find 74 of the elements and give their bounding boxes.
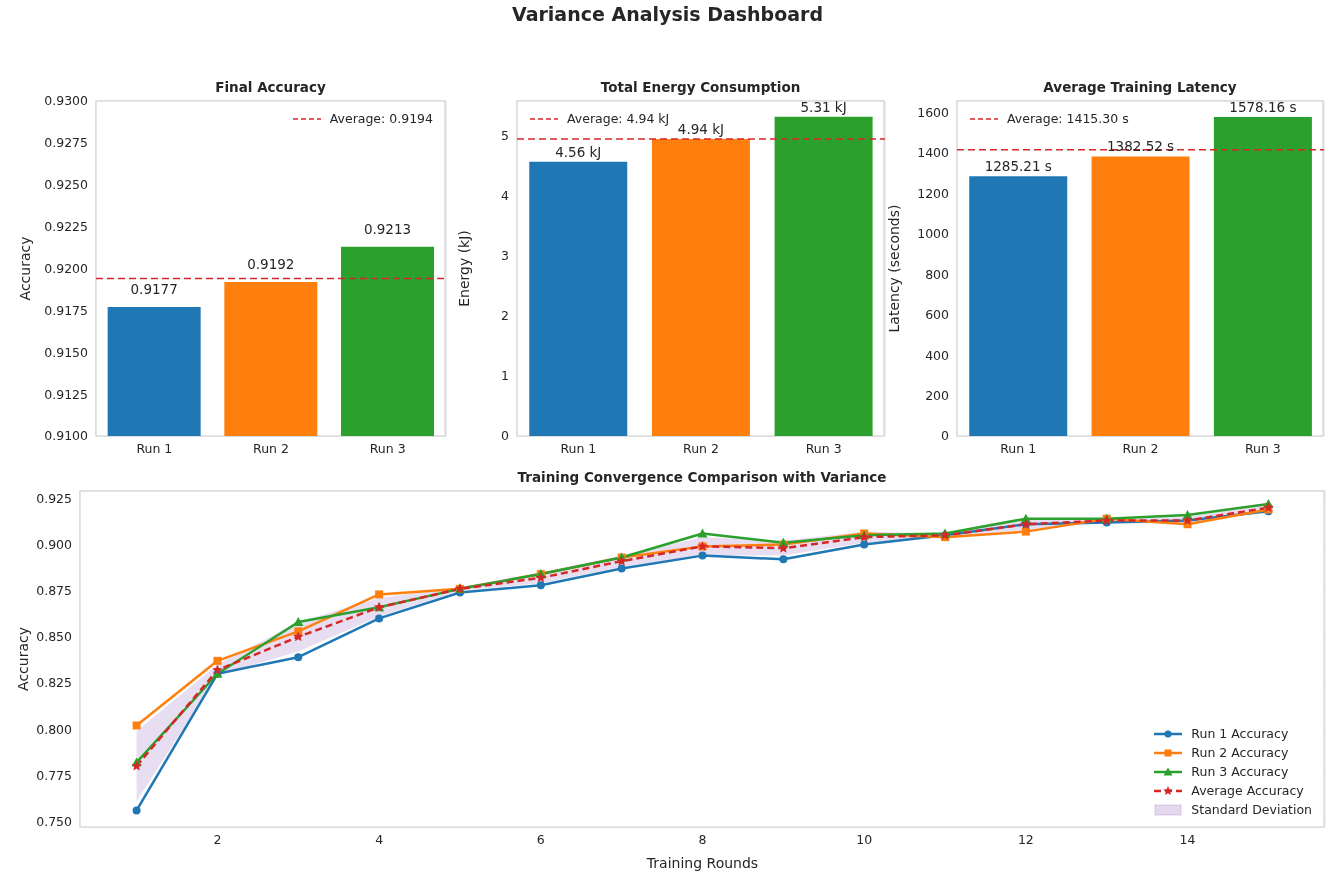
y-tick-label: 1400: [917, 145, 950, 161]
x-tick-label: Run 1: [560, 440, 597, 456]
y-axis-title: Energy (kJ): [455, 230, 472, 307]
legend-label: Run 1 Accuracy: [1191, 725, 1289, 743]
x-tick-label: Run 1: [136, 440, 173, 456]
y-tick-label: 0.850: [36, 629, 73, 645]
y-tick-label: 0.750: [36, 813, 73, 829]
y-tick-label: 800: [925, 266, 950, 282]
y-tick-label: 200: [925, 388, 950, 403]
x-tick-label: 12: [1017, 831, 1034, 847]
y-tick-label: 1000: [917, 226, 950, 242]
y-tick-label: 0.9225: [44, 219, 88, 235]
x-axis-title: Training Rounds: [645, 855, 759, 871]
x-tick-label: 2: [213, 831, 222, 847]
y-tick-label: 0.9175: [44, 302, 88, 318]
legend-label: Average: 4.94 kJ: [567, 110, 670, 128]
y-tick-label: 0.9250: [44, 177, 89, 193]
y-tick-label: 0.9150: [44, 344, 89, 360]
x-tick-label: Run 2: [253, 440, 289, 456]
y-tick-label: 0.9100: [44, 428, 89, 444]
y-tick-label: 0.875: [36, 583, 72, 599]
x-tick-label: Run 2: [1122, 440, 1159, 456]
y-tick-label: 0: [501, 428, 510, 444]
data-label: 4.94 kJ: [677, 120, 725, 137]
y-axis-title: Latency (seconds): [885, 204, 902, 333]
y-axis-title: Accuracy: [14, 627, 31, 691]
y-tick-label: 0.775: [36, 767, 72, 783]
y-tick-label: 0.9300: [44, 93, 89, 109]
x-tick-label: Run 3: [1244, 440, 1281, 456]
data-label: 1285.21 s: [984, 158, 1052, 175]
legend-label: Run 2 Accuracy: [1191, 744, 1289, 762]
y-tick-label: 3: [501, 248, 509, 264]
y-tick-label: 400: [925, 347, 950, 363]
chart-title: Total Energy Consumption: [599, 79, 802, 95]
x-tick-label: Run 1: [1000, 440, 1037, 456]
text: Variance Analysis Dashboard: [510, 3, 825, 25]
x-tick-label: 10: [856, 831, 873, 847]
data-label: 0.9192: [247, 255, 295, 272]
data-label: 1578.16 s: [1229, 98, 1297, 115]
y-tick-label: 2: [501, 308, 509, 324]
y-tick-label: 0.9200: [44, 260, 89, 276]
y-tick-label: 600: [925, 307, 950, 323]
data-label: 4.56 kJ: [555, 143, 602, 160]
x-tick-label: 14: [1179, 831, 1196, 847]
x-tick-label: 4: [375, 831, 384, 847]
x-tick-label: 8: [698, 831, 707, 847]
data-label: 5.31 kJ: [800, 98, 847, 115]
y-tick-label: 5: [501, 127, 509, 143]
legend-label: Average: 0.9194: [329, 110, 433, 128]
y-tick-label: 0.925: [36, 490, 72, 506]
y-tick-label: 0.9275: [44, 135, 88, 151]
legend-label: Standard Deviation: [1191, 801, 1312, 819]
legend-label: Average Accuracy: [1191, 782, 1304, 800]
x-tick-label: Run 2: [683, 440, 719, 456]
y-axis-title: Accuracy: [16, 236, 33, 301]
x-tick-label: 6: [536, 831, 545, 847]
y-tick-label: 0.825: [36, 675, 72, 691]
y-tick-label: 0.900: [36, 536, 73, 552]
y-tick-label: 0.800: [36, 721, 73, 737]
legend-label: Average: 1415.30 s: [1007, 110, 1129, 128]
legend-label: Run 3 Accuracy: [1191, 763, 1289, 781]
x-tick-label: Run 3: [805, 440, 842, 456]
y-tick-label: 1200: [917, 185, 950, 201]
x-tick-label: Run 3: [369, 440, 406, 456]
chart-title: Average Training Latency: [1042, 79, 1238, 95]
y-tick-label: 1: [501, 368, 509, 384]
data-label: 0.9177: [130, 281, 178, 298]
chart-title: Final Accuracy: [214, 79, 327, 95]
data-label: 0.9213: [363, 220, 412, 237]
y-tick-label: 4: [501, 187, 510, 203]
y-tick-label: 0: [941, 428, 950, 444]
chart-title: Training Convergence Comparison with Variance: [516, 469, 888, 485]
y-tick-label: 1600: [917, 104, 950, 120]
y-tick-label: 0.9125: [44, 386, 88, 402]
